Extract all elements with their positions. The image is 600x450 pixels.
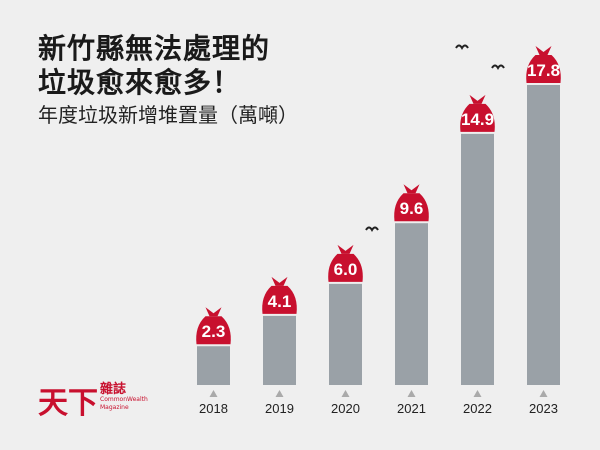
bar [197,346,230,385]
logo-chinese: 天下 [38,386,98,421]
x-tick-label: 2020 [331,401,360,416]
value-label: 17.8 [527,61,560,80]
bag-knot-icon [403,184,420,194]
triangle-marker-icon [407,390,416,397]
bag-icon [394,193,429,222]
bar [395,223,428,385]
bag-icon [526,55,561,83]
triangle-marker-icon [341,390,350,397]
bag-knot-icon [205,307,222,317]
x-tick-label: 2022 [463,401,492,416]
bag-knot-icon [469,94,486,104]
x-tick-label: 2023 [529,401,558,416]
value-label: 4.1 [268,292,292,311]
bar [263,315,296,385]
logo: 天下 雜誌 CommonWealth Magazine [38,378,148,422]
triangle-marker-icon [275,390,284,397]
value-label: 14.9 [461,110,494,129]
value-label: 2.3 [202,322,226,341]
bar [461,133,494,385]
value-label: 6.0 [334,260,358,279]
subtitle: 年度垃圾新增堆置量（萬噸） [38,103,298,127]
bag-icon [196,316,231,345]
fly-icon [365,226,379,232]
x-tick-label: 2018 [199,401,228,416]
title-line-2: 垃圾愈來愈多！ [38,66,242,99]
bag-knot-icon [337,244,354,254]
logo-sub: 雜誌 [100,382,127,397]
triangle-marker-icon [473,390,482,397]
triangle-marker-icon [539,390,548,397]
bar [329,283,362,385]
bag-icon [460,103,495,132]
bag-knot-icon [535,46,552,55]
bag-icon [328,253,363,282]
bag-knot-icon [271,276,288,286]
triangle-marker-icon [209,390,218,397]
bar [527,85,560,385]
x-tick-label: 2021 [397,401,426,416]
value-label: 9.6 [400,199,424,218]
x-tick-label: 2019 [265,401,294,416]
title-line-1: 新竹縣無法處理的 [38,32,271,65]
logo-english: CommonWealth Magazine [100,396,148,411]
bag-icon [262,285,297,314]
fly-icon [455,44,469,50]
fly-icon [491,64,505,70]
